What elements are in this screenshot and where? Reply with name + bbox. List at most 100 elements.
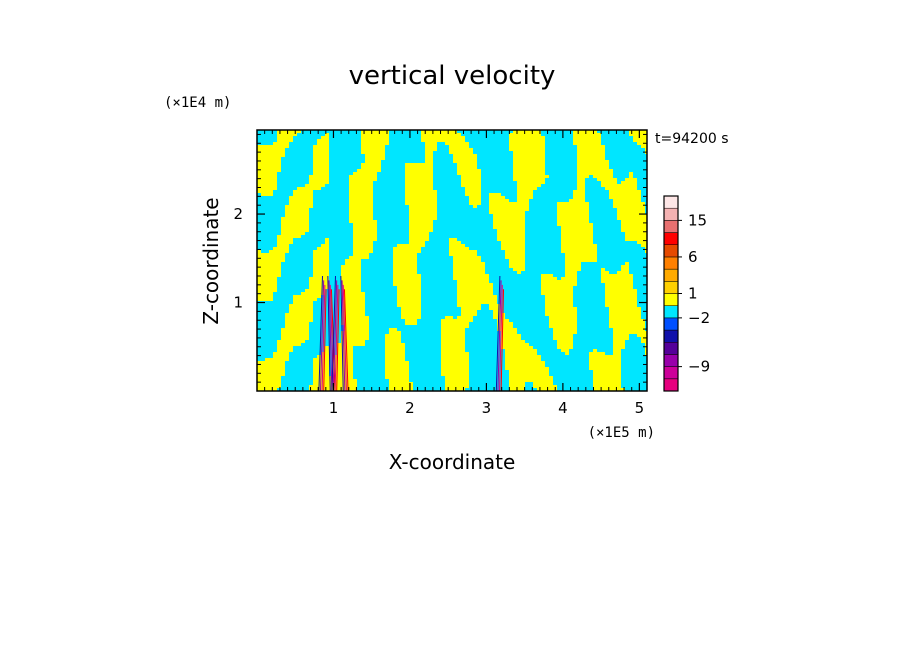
field-cell-positive — [633, 205, 637, 208]
field-cell-positive — [565, 337, 569, 340]
field-cell-positive — [521, 133, 525, 136]
field-cell-positive — [277, 256, 281, 259]
field-cell-positive — [477, 256, 481, 259]
field-cell-positive — [517, 187, 521, 190]
field-cell-positive — [601, 373, 605, 376]
field-cell-positive — [313, 280, 317, 283]
field-cell-positive — [285, 208, 289, 211]
field-cell-positive — [465, 298, 469, 301]
field-cell-positive — [333, 373, 337, 376]
field-cell-positive — [597, 151, 601, 154]
field-cell-positive — [273, 172, 277, 175]
field-cell-positive — [553, 277, 557, 280]
field-cell-positive — [625, 205, 629, 208]
field-cell-positive — [353, 211, 357, 214]
field-cell-positive — [553, 334, 557, 337]
field-cell-positive — [429, 208, 433, 211]
field-cell-positive — [453, 352, 457, 355]
field-cell-positive — [549, 319, 553, 322]
field-cell-positive — [309, 310, 313, 313]
field-cell-positive — [537, 130, 541, 133]
field-cell-positive — [621, 331, 625, 334]
field-cell-positive — [369, 214, 373, 217]
field-cell-positive — [589, 232, 593, 235]
field-cell-positive — [257, 175, 261, 178]
field-cell-positive — [517, 355, 521, 358]
colorbar-level — [663, 305, 679, 319]
field-cell-positive — [621, 346, 625, 349]
field-cell-positive — [385, 136, 389, 139]
field-cell-positive — [261, 283, 265, 286]
field-cell-positive — [361, 136, 365, 139]
field-cell-positive — [601, 274, 605, 277]
field-cell-positive — [269, 286, 273, 289]
field-cell-positive — [417, 238, 421, 241]
field-cell-positive — [357, 322, 361, 325]
field-cell-positive — [405, 181, 409, 184]
field-cell-positive — [513, 361, 517, 364]
field-cell-positive — [617, 367, 621, 370]
field-cell-positive — [521, 370, 525, 373]
field-cell-positive — [269, 280, 273, 283]
field-cell-positive — [401, 379, 405, 382]
field-cell-positive — [369, 154, 373, 157]
field-cell-positive — [317, 172, 321, 175]
field-cell-positive — [521, 367, 525, 370]
field-cell-positive — [289, 202, 293, 205]
field-cell-positive — [265, 295, 269, 298]
field-cell-positive — [397, 292, 401, 295]
field-cell-positive — [441, 331, 445, 334]
field-cell-positive — [353, 331, 357, 334]
field-cell-positive — [605, 388, 609, 391]
field-cell-positive — [369, 136, 373, 139]
field-cell-positive — [601, 160, 605, 163]
field-cell-positive — [441, 361, 445, 364]
field-cell-positive — [305, 322, 309, 325]
field-cell-positive — [581, 208, 585, 211]
field-cell-positive — [421, 136, 425, 139]
field-cell-positive — [501, 199, 505, 202]
field-cell-positive — [377, 151, 381, 154]
field-cell-positive — [413, 274, 417, 277]
field-cell-positive — [461, 361, 465, 364]
field-cell-positive — [585, 136, 589, 139]
field-cell-positive — [321, 280, 325, 283]
field-cell-positive — [597, 172, 601, 175]
field-cell-positive — [529, 370, 533, 373]
field-cell-positive — [613, 337, 617, 340]
field-cell-positive — [417, 298, 421, 301]
field-cell-positive — [569, 226, 573, 229]
field-cell-positive — [613, 295, 617, 298]
field-cell-positive — [353, 202, 357, 205]
field-cell-positive — [509, 388, 513, 391]
field-cell-positive — [637, 319, 641, 322]
field-cell-positive — [309, 202, 313, 205]
field-cell-positive — [585, 154, 589, 157]
field-cell-positive — [353, 220, 357, 223]
field-cell-positive — [313, 253, 317, 256]
field-cell-positive — [341, 292, 345, 295]
field-cell-positive — [457, 331, 461, 334]
field-cell-positive — [289, 196, 293, 199]
field-cell-positive — [613, 355, 617, 358]
field-cell-positive — [565, 262, 569, 265]
field-cell-positive — [453, 361, 457, 364]
field-cell-positive — [297, 226, 301, 229]
field-cell-positive — [473, 286, 477, 289]
field-cell-positive — [401, 355, 405, 358]
field-cell-positive — [497, 223, 501, 226]
field-cell-positive — [425, 172, 429, 175]
field-cell-positive — [505, 352, 509, 355]
field-cell-positive — [361, 343, 365, 346]
field-cell-positive — [409, 238, 413, 241]
field-cell-positive — [445, 316, 449, 319]
field-cell-positive — [481, 286, 485, 289]
field-cell-positive — [405, 370, 409, 373]
field-cell-positive — [509, 148, 513, 151]
field-cell-positive — [517, 223, 521, 226]
field-cell-positive — [289, 238, 293, 241]
field-cell-positive — [269, 277, 273, 280]
field-cell-positive — [593, 163, 597, 166]
field-cell-positive — [313, 148, 317, 151]
field-cell-positive — [281, 229, 285, 232]
